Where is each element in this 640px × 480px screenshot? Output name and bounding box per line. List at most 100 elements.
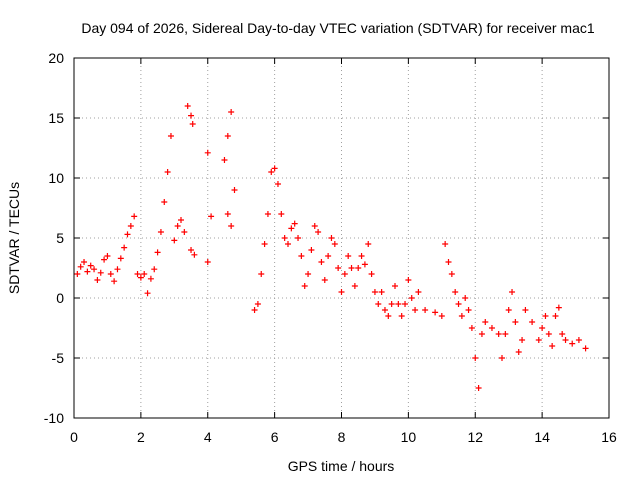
data-point [318,259,325,265]
data-point [351,283,358,289]
data-point [412,307,419,313]
data-point [395,301,402,307]
data-point [184,103,191,109]
data-point [432,309,439,316]
data-point [368,271,375,277]
data-point [204,259,211,265]
data-point [285,241,291,247]
data-point [562,337,569,343]
data-point [402,301,409,307]
data-point [361,261,368,268]
data-point [224,133,231,139]
data-point [549,343,556,349]
data-point [539,325,546,331]
data-point [291,220,298,227]
data-point [81,259,88,265]
data-point [552,313,559,319]
data-point [529,319,536,325]
data-point [114,266,121,273]
data-point [188,112,195,119]
data-point [77,263,84,270]
data-point [164,169,171,175]
data-point [569,340,576,347]
data-point [295,235,302,241]
y-tick-label: 10 [48,170,64,186]
data-point [124,231,131,238]
data-point [311,223,318,229]
data-point [442,241,449,247]
data-point [381,307,388,313]
data-point [97,269,104,276]
data-point [462,295,469,301]
data-point [117,255,124,262]
data-point [335,265,342,271]
y-tick-label: -5 [52,350,65,366]
data-point [455,301,462,307]
data-point [378,289,385,295]
data-point [308,247,315,253]
data-point [231,187,238,193]
data-point [495,331,502,337]
data-point [111,278,118,285]
data-point [268,169,275,175]
data-point [251,307,258,313]
data-point [134,271,141,277]
data-point [478,331,485,337]
data-point [559,331,566,337]
data-point [271,165,278,172]
data-point [328,235,335,241]
data-point [465,307,472,313]
data-point [181,229,188,235]
data-point [94,277,101,283]
data-point [325,253,332,259]
data-point [445,259,452,265]
data-point [151,266,158,273]
data-point [84,268,91,275]
data-point [171,237,178,244]
grid-lines [74,58,609,418]
data-point [301,283,308,289]
data-point [101,256,108,263]
data-point [535,337,542,343]
x-tick-label: 14 [534,429,550,445]
data-point [228,109,235,115]
data-point [264,211,271,217]
data-point [468,325,475,331]
data-point [415,289,422,295]
x-tick-label: 8 [338,429,346,445]
data-point [288,225,295,232]
data-point [388,301,395,307]
data-point [127,223,134,229]
x-tick-label: 12 [467,429,483,445]
y-tick-label: 0 [56,290,64,306]
data-point [174,223,181,229]
y-axis-label: SDTVAR / TECUs [6,182,22,294]
data-point [154,249,161,256]
data-point [509,289,516,295]
data-point [221,157,228,163]
x-axis-label: GPS time / hours [288,458,395,474]
data-point [482,319,489,325]
x-tick-label: 0 [70,429,78,445]
plot-frame [73,57,610,419]
chart-title: Day 094 of 2026, Sidereal Day-to-day VTE… [81,20,594,36]
data-point [545,331,552,337]
data-point [348,265,355,271]
data-point [281,235,288,241]
data-point [458,313,465,319]
data-point [141,271,148,277]
data-point [254,301,261,307]
data-point [147,275,154,282]
data-point [321,277,328,283]
data-point [365,241,372,247]
data-point [575,337,582,343]
data-point [472,355,479,361]
data-point [191,251,198,258]
data-point [398,313,405,319]
data-point [189,121,196,127]
data-point [512,319,519,325]
x-tick-label: 16 [601,429,617,445]
y-tick-label: -10 [44,410,64,426]
data-point [208,213,215,220]
